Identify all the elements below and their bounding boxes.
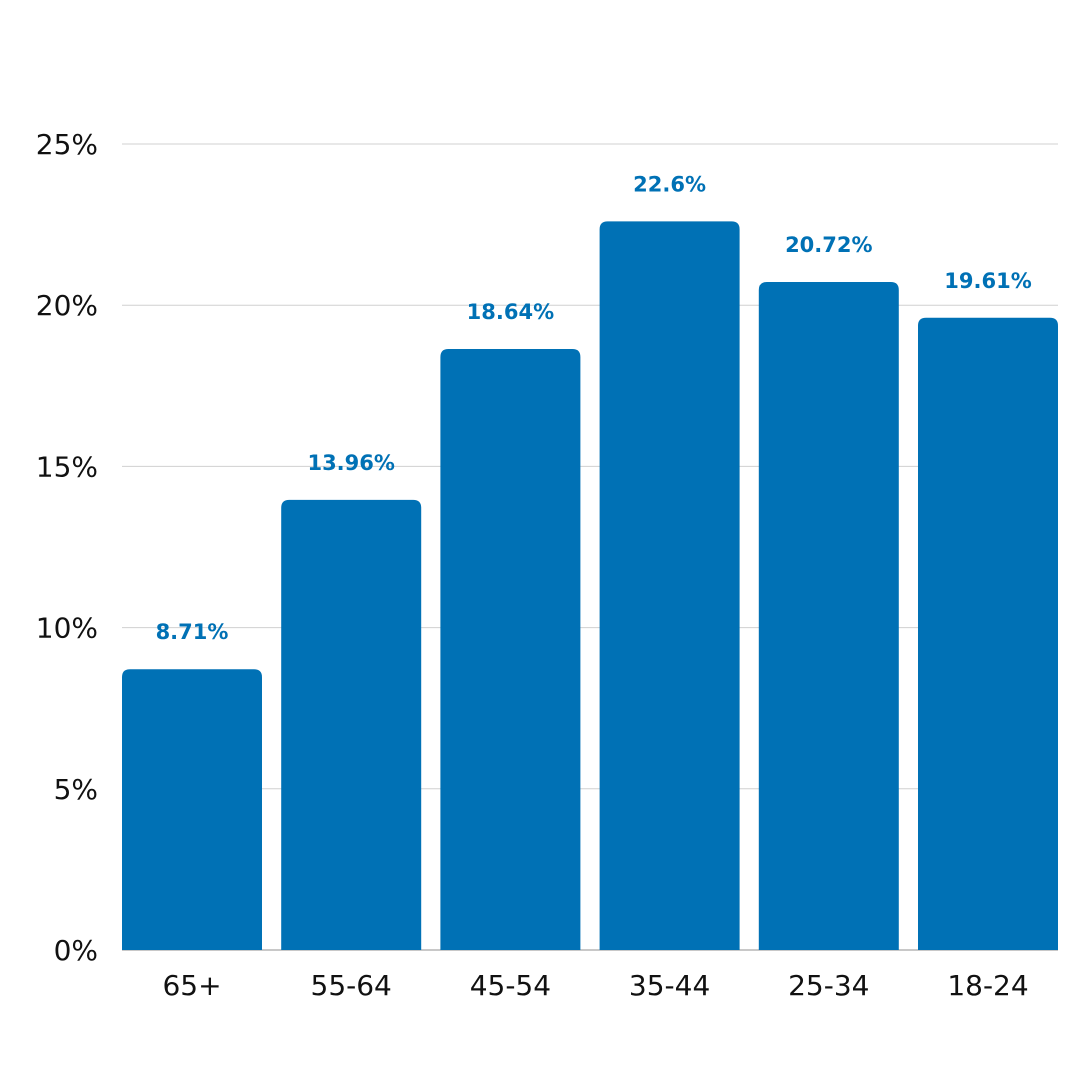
gridlines [122, 143, 1058, 951]
y-axis-ticks: 0% 5% 10% 15% 20% 25% [36, 128, 98, 967]
x-tick-label: 45-54 [470, 969, 551, 1002]
bar-45-54 [440, 349, 581, 950]
x-tick-label: 35-44 [629, 969, 710, 1002]
bar-25-34 [758, 281, 899, 951]
x-tick-label: 55-64 [311, 969, 392, 1002]
y-tick-label: 25% [36, 128, 98, 161]
y-tick-label: 5% [54, 773, 98, 806]
x-tick-label: 18-24 [947, 969, 1028, 1002]
x-tick-label: 65+ [162, 969, 221, 1002]
data-labels: 8.71% 13.96% 18.64% 22.6% 20.72% 19.61% [156, 172, 1032, 644]
data-label: 8.71% [156, 620, 229, 644]
data-label: 22.6% [633, 172, 706, 196]
bar-35-44 [599, 221, 740, 951]
y-tick-label: 0% [54, 934, 98, 967]
y-tick-label: 10% [36, 612, 98, 645]
data-label: 20.72% [785, 233, 872, 257]
data-label: 18.64% [467, 300, 554, 324]
data-label: 19.61% [944, 269, 1031, 293]
y-tick-label: 15% [36, 450, 98, 483]
data-label: 13.96% [307, 451, 394, 475]
bar-18-24 [918, 317, 1058, 951]
bar-55-64 [281, 499, 422, 950]
bar-65+ [122, 669, 262, 950]
bars [122, 221, 1058, 951]
y-tick-label: 20% [36, 289, 98, 322]
x-tick-label: 25-34 [788, 969, 869, 1002]
x-axis-ticks: 65+ 55-64 45-54 35-44 25-34 18-24 [162, 969, 1028, 1002]
